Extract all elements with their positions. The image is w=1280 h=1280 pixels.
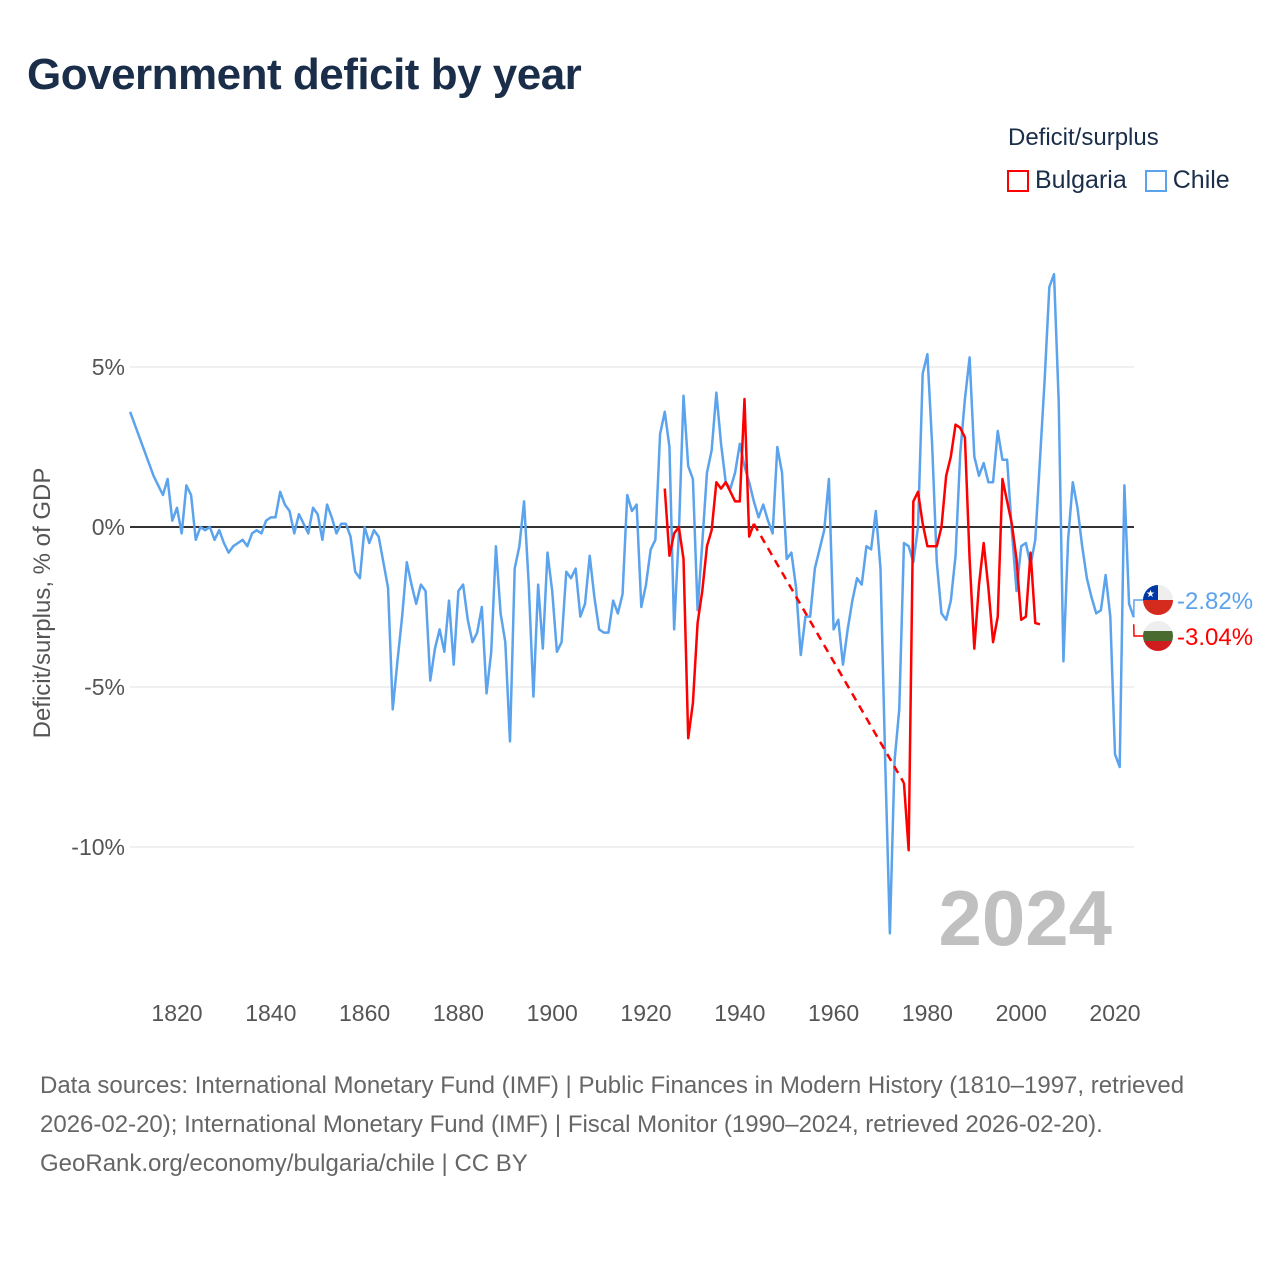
y-tick-label: 5% [92, 354, 125, 380]
legend-label-bulgaria: Bulgaria [1035, 166, 1127, 194]
y-axis-label: Deficit/surplus, % of GDP [29, 468, 56, 739]
x-tick-label: 1960 [808, 1000, 859, 1026]
legend-title: Deficit/surplus [1008, 124, 1159, 151]
x-tick-label: 2000 [996, 1000, 1047, 1026]
x-tick-label: 1980 [902, 1000, 953, 1026]
legend-item-bulgaria[interactable]: Bulgaria [1007, 166, 1127, 195]
x-tick-label: 1880 [433, 1000, 484, 1026]
flag-body: ★ [1143, 585, 1173, 615]
label-connector-chile [1133, 599, 1144, 618]
series-gap-bulgaria [752, 523, 906, 784]
x-tick-label: 1940 [714, 1000, 765, 1026]
legend-swatch-chile [1144, 169, 1167, 192]
x-tick-label: 1840 [245, 1000, 296, 1026]
data-sources: Data sources: International Monetary Fun… [40, 1072, 1185, 1138]
flag-body [1143, 621, 1173, 651]
series-line-bulgaria [902, 423, 1041, 852]
x-tick-label: 1920 [620, 1000, 671, 1026]
y-tick-label: 0% [92, 514, 125, 540]
flag-stripe [1143, 600, 1173, 615]
label-connector-bulgaria [1133, 624, 1144, 637]
series-line-chile [128, 272, 1135, 935]
flag-stripe [1143, 621, 1173, 631]
legend-label-chile: Chile [1172, 166, 1230, 194]
flag-stripe [1143, 641, 1173, 651]
year-watermark: 2024 [938, 874, 1112, 962]
x-tick-label: 1860 [339, 1000, 390, 1026]
end-value-label-bulgaria: -3.04% [1177, 624, 1253, 651]
x-tick-label: 1900 [527, 1000, 578, 1026]
credit-link[interactable]: GeoRank.org/economy/bulgaria/chile | CC … [40, 1150, 528, 1177]
flag-bulgaria-icon [1143, 621, 1173, 651]
y-tick-label: -10% [71, 834, 125, 860]
flag-chile-icon: ★ [1143, 585, 1173, 615]
legend: Bulgaria Chile [1007, 166, 1230, 195]
legend-item-chile[interactable]: Chile [1144, 166, 1230, 195]
end-value-label-chile: -2.82% [1177, 588, 1253, 615]
y-tick-label: -5% [84, 674, 125, 700]
series-line-bulgaria [663, 397, 756, 740]
chart-title: Government deficit by year [27, 50, 582, 99]
flag-star: ★ [1146, 589, 1155, 600]
x-tick-label: 2020 [1089, 1000, 1140, 1026]
legend-swatch-bulgaria [1007, 169, 1029, 192]
footer: Data sources: International Monetary Fun… [40, 1066, 1240, 1183]
x-tick-label: 1820 [151, 1000, 202, 1026]
flag-stripe [1143, 631, 1173, 641]
